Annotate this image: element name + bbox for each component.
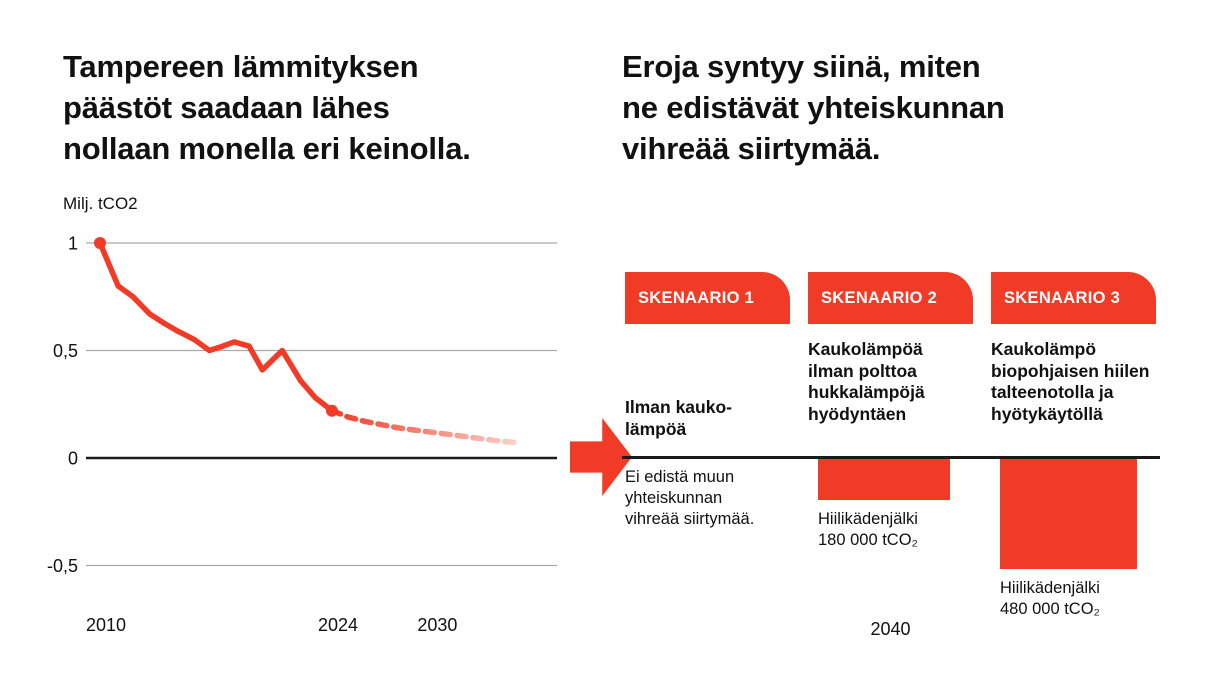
scenario-3-bar-label: Hiilikädenjälki 480 000 tCO₂: [1000, 579, 1100, 618]
zero-baseline: [622, 456, 1160, 459]
y-axis-unit-label: Milj. tCO2: [63, 194, 138, 213]
scenario-2-bar: [818, 459, 950, 500]
x-tick-label: 2010: [86, 615, 126, 635]
scenario-1-note: Ei edistä muun yhteiskunnan vihreää siir…: [625, 468, 755, 528]
right-panel-title: Eroja syntyy siinä, miten ne edistävät y…: [622, 49, 1005, 166]
data-point-marker: [325, 404, 338, 417]
x-axis-label-2040: 2040: [870, 619, 911, 639]
scenario-2-bar-group: Hiilikädenjälki 180 000 tCO₂: [818, 459, 950, 551]
series-emissions-forecast: [329, 407, 522, 446]
scenario-1-description: Ilman kauko- lämpöä: [625, 397, 732, 439]
scenario-2-bar-label: Hiilikädenjälki 180 000 tCO₂: [818, 510, 918, 549]
left-panel-title: Tampereen lämmityksen päästöt saadaan lä…: [63, 49, 471, 166]
scenario-3-bar: [1000, 459, 1137, 569]
y-tick-label: 0: [68, 449, 78, 469]
y-tick-label: -0,5: [47, 556, 78, 576]
scenario-2-description: Kaukolämpöä ilman polttoa hukkalämpöjä h…: [808, 339, 925, 424]
scenario-1-badge: SKENAARIO 1: [625, 272, 790, 324]
y-tick-label: 1: [68, 234, 78, 254]
scenario-3-description: Kaukolämpö biopohjaisen hiilen talteenot…: [991, 339, 1150, 424]
x-tick-label: 2024: [318, 615, 358, 635]
series-emissions-actual: [97, 240, 335, 414]
y-tick-label: 0,5: [53, 341, 78, 361]
emissions-line-chart: 1 0,5 0 -0,5 2010 2024 2030: [47, 234, 557, 635]
scenario-2-badge: SKENAARIO 2: [808, 272, 973, 324]
x-tick-label: 2030: [417, 615, 457, 635]
data-point-marker: [94, 237, 106, 249]
scenario-3-badge: SKENAARIO 3: [991, 272, 1156, 324]
scenario-3-bar-group: Hiilikädenjälki 480 000 tCO₂: [1000, 459, 1137, 620]
